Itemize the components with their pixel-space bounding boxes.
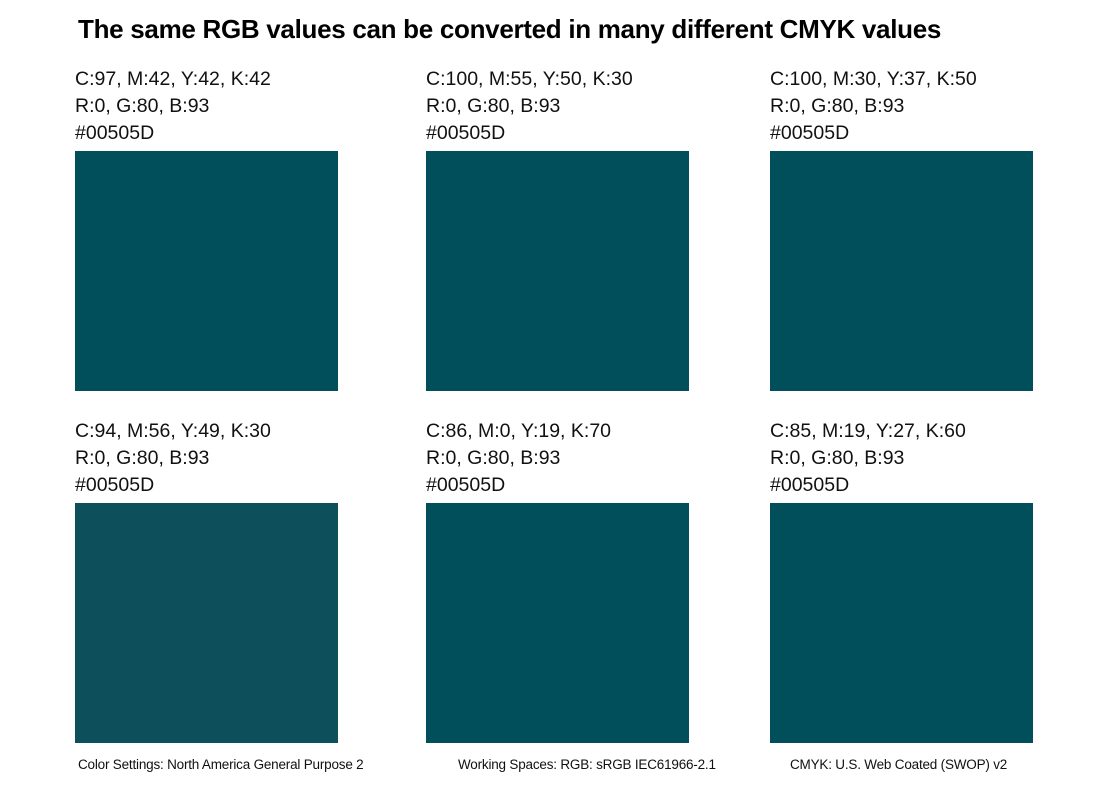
swatch-card: C:85, M:19, Y:27, K:60 R:0, G:80, B:93 #… (770, 418, 1034, 743)
footer-cmyk-profile: CMYK: U.S. Web Coated (SWOP) v2 (790, 757, 1008, 772)
hex-label: #00505D (770, 122, 850, 144)
rgb-label: R:0, G:80, B:93 (770, 95, 905, 117)
color-swatch (75, 503, 338, 743)
hex-label: #00505D (75, 122, 155, 144)
color-swatch (75, 151, 338, 391)
swatch-card: C:100, M:55, Y:50, K:30 R:0, G:80, B:93 … (426, 66, 690, 391)
color-swatch (426, 151, 689, 391)
rgb-label: R:0, G:80, B:93 (75, 95, 210, 117)
hex-label: #00505D (770, 474, 850, 496)
cmyk-label: C:94, M:56, Y:49, K:30 (75, 420, 271, 442)
cmyk-label: C:100, M:30, Y:37, K:50 (770, 68, 977, 90)
swatch-card: C:100, M:30, Y:37, K:50 R:0, G:80, B:93 … (770, 66, 1034, 391)
footer-working-spaces: Working Spaces: RGB: sRGB IEC61966-2.1 (458, 757, 716, 772)
cmyk-label: C:97, M:42, Y:42, K:42 (75, 68, 271, 90)
hex-label: #00505D (426, 122, 506, 144)
cmyk-label: C:85, M:19, Y:27, K:60 (770, 420, 966, 442)
swatch-card: C:97, M:42, Y:42, K:42 R:0, G:80, B:93 #… (75, 66, 339, 391)
rgb-label: R:0, G:80, B:93 (426, 95, 561, 117)
rgb-label: R:0, G:80, B:93 (426, 447, 561, 469)
rgb-label: R:0, G:80, B:93 (770, 447, 905, 469)
rgb-label: R:0, G:80, B:93 (75, 447, 210, 469)
color-swatch (426, 503, 689, 743)
cmyk-label: C:100, M:55, Y:50, K:30 (426, 68, 633, 90)
hex-label: #00505D (75, 474, 155, 496)
swatch-card: C:94, M:56, Y:49, K:30 R:0, G:80, B:93 #… (75, 418, 339, 743)
color-swatch (770, 151, 1033, 391)
footer-color-settings: Color Settings: North America General Pu… (78, 757, 364, 772)
hex-label: #00505D (426, 474, 506, 496)
page-title: The same RGB values can be converted in … (78, 14, 942, 44)
color-swatch (770, 503, 1033, 743)
swatch-card: C:86, M:0, Y:19, K:70 R:0, G:80, B:93 #0… (426, 418, 690, 743)
cmyk-label: C:86, M:0, Y:19, K:70 (426, 420, 612, 442)
